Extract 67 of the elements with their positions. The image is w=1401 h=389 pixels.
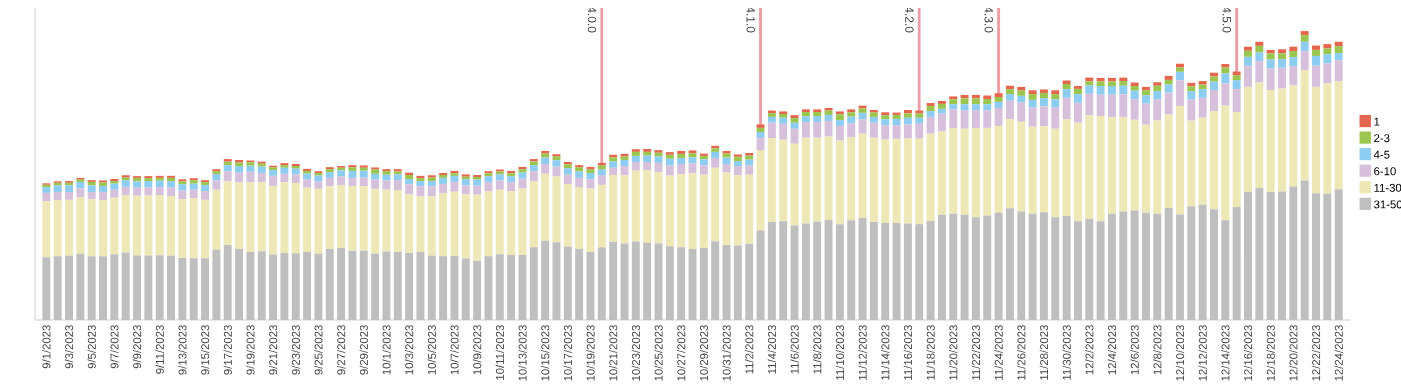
x-tick-label: 12/24/2023 [1334, 325, 1343, 381]
x-tick-label: 9/9/2023 [132, 325, 142, 369]
x-tick-label: 12/22/2023 [1311, 325, 1321, 381]
x-tick-label: 9/29/2023 [359, 325, 368, 375]
x-tick-label: 12/16/2023 [1243, 325, 1253, 381]
x-tick-label: 11/26/2023 [1017, 325, 1026, 380]
x-tick-label: 9/5/2023 [87, 325, 96, 369]
x-tick-label: 11/10/2023 [835, 325, 845, 380]
x-tick-label: 11/28/2023 [1039, 325, 1049, 380]
x-tick-label: 12/12/2023 [1198, 325, 1207, 381]
x-tick-label: 11/22/2023 [971, 325, 981, 380]
legend-label: 2-3 [1374, 134, 1390, 143]
x-tick-label: 9/21/2023 [268, 325, 278, 375]
x-tick-label: 11/30/2023 [1062, 325, 1071, 380]
x-tick-label: 12/20/2023 [1289, 325, 1298, 381]
x-tick-label: 11/6/2023 [790, 325, 799, 374]
x-tick-label: 9/7/2023 [110, 325, 119, 369]
ref-line-label: 4.2.0 [905, 6, 914, 33]
legend-label: 4-5 [1373, 150, 1390, 159]
x-tick-label: 12/8/2023 [1153, 325, 1162, 375]
x-tick-label: 12/4/2023 [1107, 325, 1117, 375]
x-tick-label: 9/13/2023 [178, 325, 187, 375]
x-tick-label: 10/29/2023 [699, 325, 708, 381]
x-tick-label: 11/4/2023 [767, 325, 777, 374]
x-tick-label: 9/19/2023 [246, 325, 255, 375]
legend-label: 11-30 [1374, 183, 1401, 192]
legend-label: 1 [1374, 117, 1380, 126]
x-tick-label: 9/3/2023 [64, 325, 74, 369]
x-tick-label: 10/21/2023 [608, 325, 618, 381]
x-tick-label: 11/2/2023 [745, 325, 754, 374]
x-tick-label: 11/20/2023 [949, 325, 958, 380]
x-tick-label: 10/3/2023 [404, 325, 414, 375]
x-tick-label: 10/31/2023 [722, 325, 731, 381]
x-tick-label: 10/7/2023 [450, 325, 459, 375]
x-tick-label: 9/25/2023 [314, 325, 323, 375]
x-tick-label: 11/18/2023 [926, 325, 935, 380]
x-tick-label: 10/25/2023 [654, 325, 663, 381]
x-tick-label: 9/15/2023 [200, 325, 210, 375]
legend-label: 6-10 [1374, 167, 1396, 176]
x-tick-label: 10/1/2023 [382, 325, 391, 375]
x-tick-label: 10/27/2023 [677, 325, 686, 381]
x-tick-label: 12/6/2023 [1130, 325, 1139, 375]
x-tick-label: 12/2/2023 [1085, 325, 1094, 375]
x-tick-label: 12/14/2023 [1221, 325, 1230, 381]
x-tick-label: 11/24/2023 [994, 325, 1003, 380]
x-tick-label: 9/1/2023 [42, 325, 51, 369]
ref-line-label: 4.0.0 [587, 6, 597, 33]
x-tick-label: 10/19/2023 [586, 325, 595, 381]
x-tick-label: 12/18/2023 [1266, 325, 1275, 381]
ref-line-label: 4.3.0 [984, 6, 993, 33]
x-tick-label: 10/9/2023 [472, 325, 482, 375]
x-tick-label: 11/16/2023 [903, 325, 913, 380]
x-tick-label: 10/15/2023 [540, 325, 550, 381]
x-tick-label: 11/14/2023 [881, 325, 890, 380]
x-tick-label: 9/27/2023 [336, 325, 346, 375]
x-tick-label: 12/10/2023 [1175, 325, 1185, 381]
x-tick-label: 9/23/2023 [291, 325, 300, 375]
x-tick-label: 9/17/2023 [223, 325, 232, 375]
x-tick-label: 9/11/2023 [155, 325, 164, 374]
x-tick-label: 11/8/2023 [813, 325, 822, 374]
x-tick-label: 10/5/2023 [427, 325, 436, 375]
ref-line-label: 4.5.0 [1222, 6, 1232, 33]
x-tick-label: 10/17/2023 [563, 325, 572, 381]
x-tick-label: 10/13/2023 [518, 325, 527, 381]
x-tick-label: 11/12/2023 [858, 325, 867, 380]
x-tick-label: 10/11/2023 [495, 325, 504, 380]
x-tick-label: 10/23/2023 [631, 325, 640, 381]
